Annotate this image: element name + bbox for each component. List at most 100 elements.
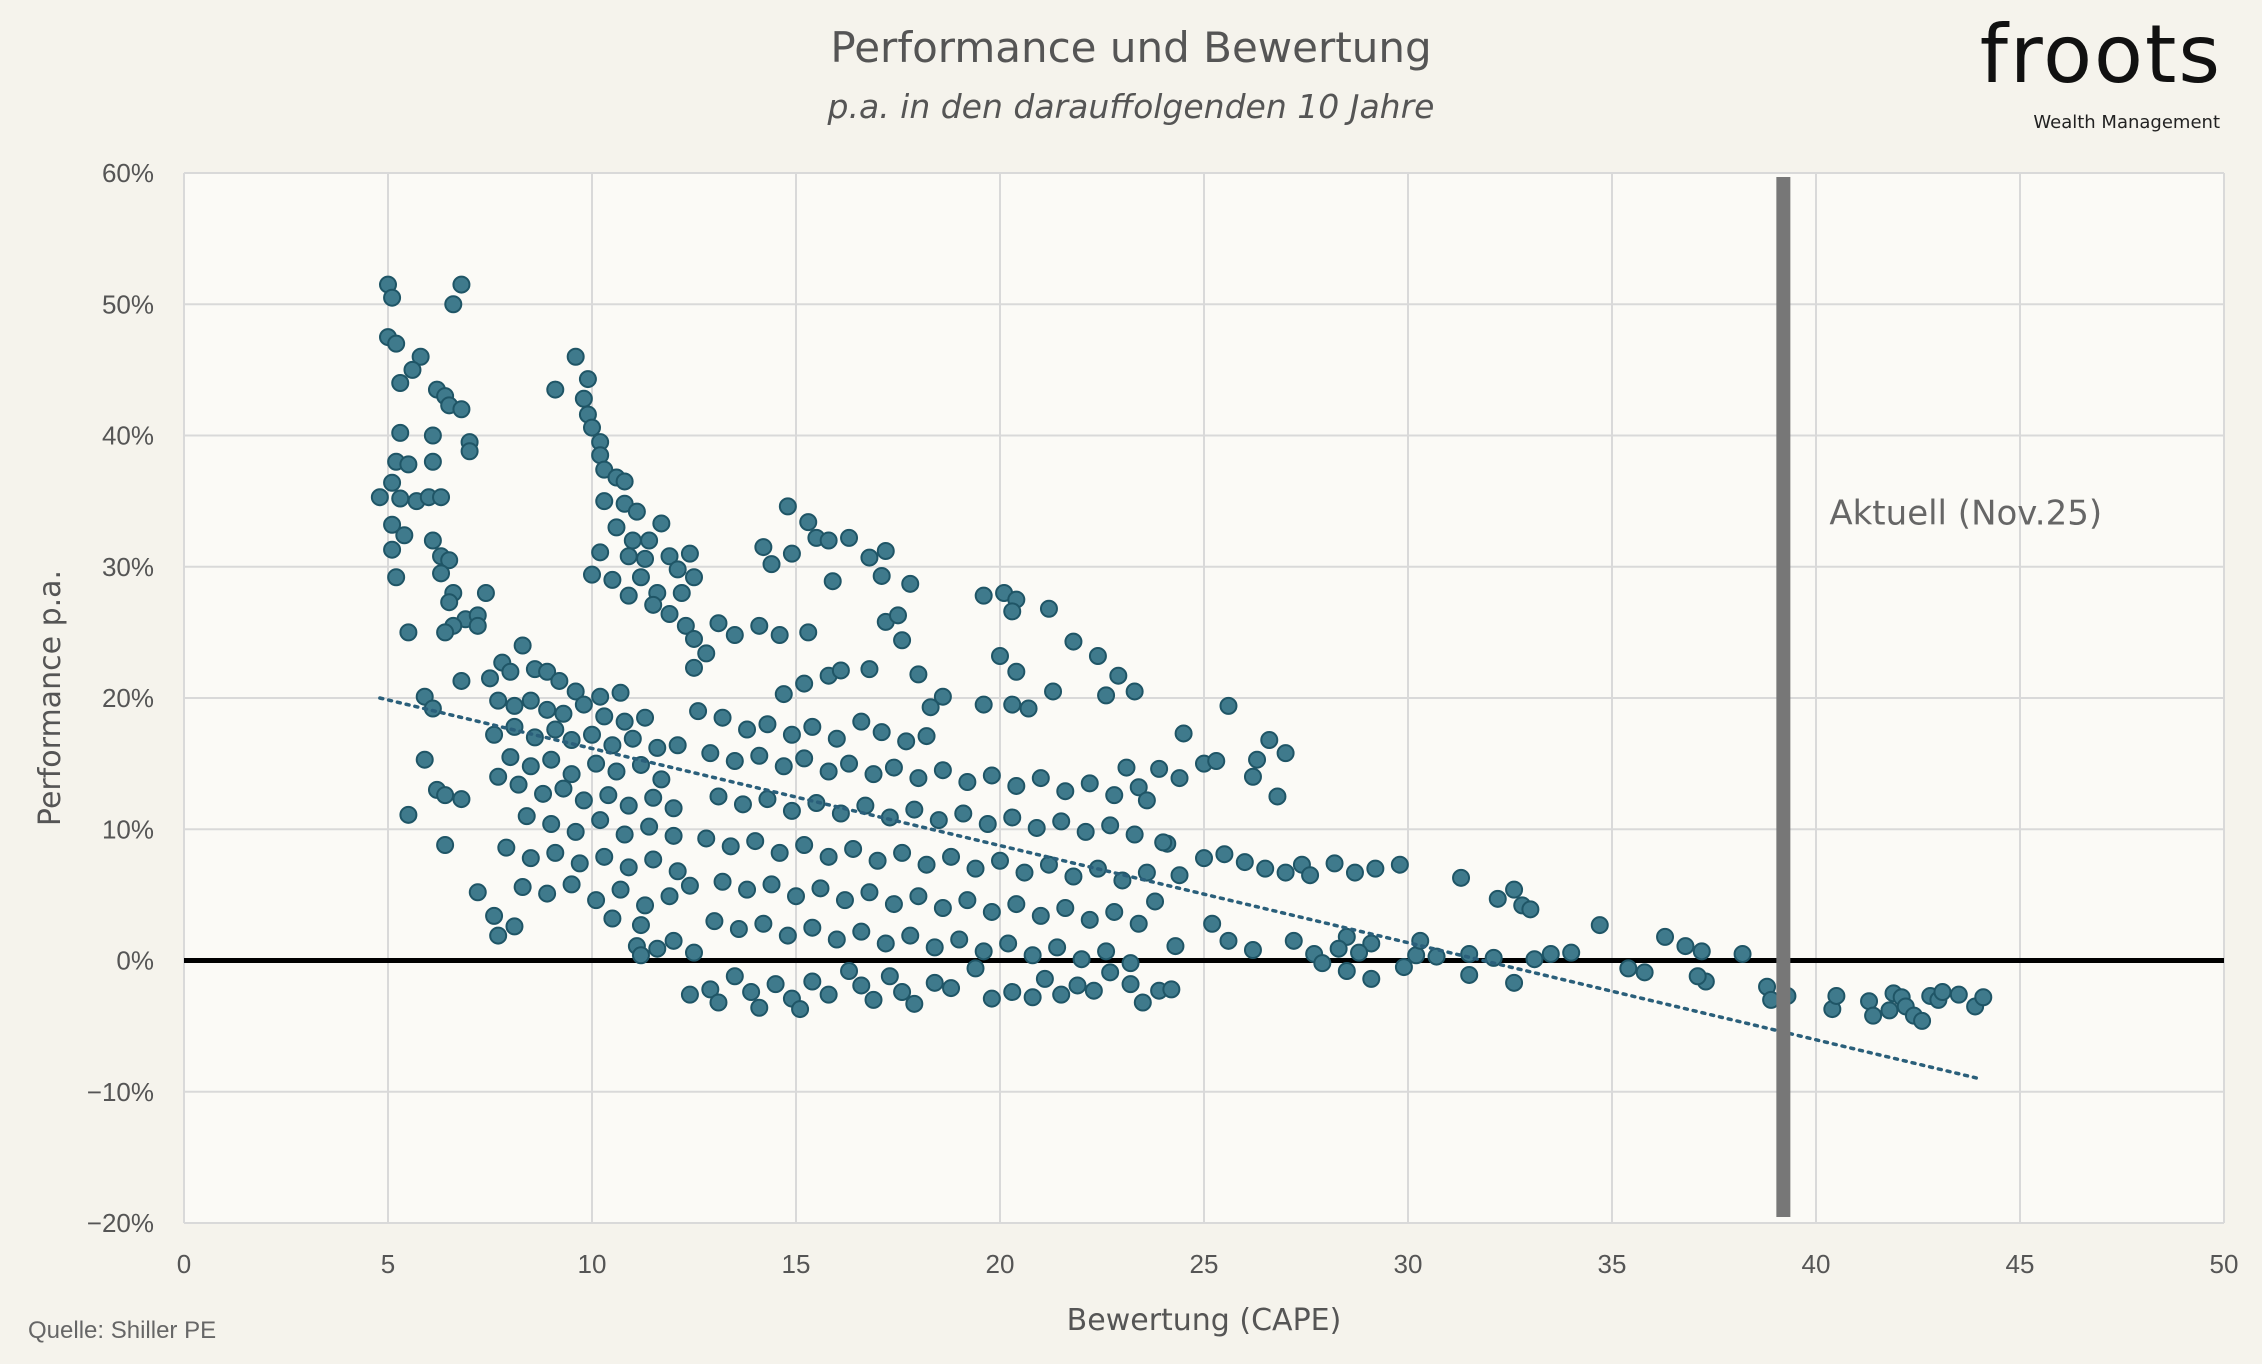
data-point: [778, 926, 797, 945]
data-point: [901, 926, 920, 945]
data-point: [1007, 662, 1026, 681]
data-point: [583, 418, 601, 437]
data-point: [1350, 943, 1369, 962]
data-point: [1488, 889, 1507, 908]
data-point: [982, 902, 1001, 921]
data-point: [501, 662, 520, 681]
data-point: [982, 989, 1001, 1008]
data-point: [1219, 696, 1238, 715]
y-axis-label: Performance p.a.: [33, 570, 68, 826]
data-point: [1590, 916, 1609, 935]
data-point: [884, 895, 903, 914]
chart-title: Performance und Bewertung: [830, 23, 1431, 72]
data-point: [746, 832, 765, 851]
data-point: [766, 975, 785, 994]
data-point: [1256, 859, 1275, 878]
data-point: [803, 717, 822, 736]
data-point: [1521, 900, 1540, 919]
data-point: [603, 909, 622, 928]
data-point: [750, 746, 769, 765]
data-point: [403, 360, 422, 379]
data-point: [546, 843, 565, 862]
data-point: [709, 614, 728, 633]
data-point: [436, 786, 455, 805]
data-point: [1048, 938, 1067, 957]
data-point: [566, 347, 585, 366]
data-point: [1195, 849, 1213, 868]
data-point: [636, 549, 655, 568]
data-point: [591, 811, 610, 830]
data-point: [423, 452, 442, 471]
data-point: [542, 815, 561, 833]
data-point: [787, 887, 805, 906]
data-point: [660, 605, 679, 623]
data-point: [1056, 899, 1075, 917]
data-point: [1260, 731, 1279, 749]
data-point: [489, 926, 508, 945]
data-point: [1068, 976, 1087, 995]
data-point: [546, 720, 565, 739]
data-point: [664, 826, 683, 845]
data-point: [795, 749, 814, 768]
data-point: [1949, 985, 1968, 1004]
data-point: [1023, 946, 1042, 965]
data-point: [644, 788, 663, 807]
data-point: [1207, 752, 1226, 770]
x-axis-ticks: 0 5 10 15 20 25 30 35 40 45 50: [177, 1249, 2239, 1279]
source-note: Quelle: Shiller PE: [28, 1317, 216, 1344]
y-tick-label: 40%: [102, 421, 154, 451]
data-point: [893, 843, 912, 862]
data-point: [864, 765, 883, 784]
data-point: [1015, 863, 1034, 882]
data-point: [1313, 954, 1332, 973]
data-point: [619, 796, 638, 815]
data-point: [395, 526, 414, 545]
data-point: [1064, 632, 1083, 651]
data-point: [856, 796, 875, 815]
data-point: [603, 570, 622, 589]
data-point: [840, 754, 859, 773]
data-point: [1056, 782, 1075, 801]
data-point: [574, 791, 593, 810]
data-point: [909, 665, 928, 684]
data-point: [754, 538, 773, 557]
data-point: [583, 565, 601, 584]
data-point: [387, 334, 406, 353]
data-point: [917, 855, 936, 874]
data-point: [1023, 988, 1042, 1007]
data-point: [685, 658, 703, 677]
data-point: [905, 994, 924, 1013]
data-point: [513, 636, 532, 655]
data-point: [383, 515, 402, 534]
data-point: [1366, 859, 1385, 878]
data-point: [1146, 892, 1165, 911]
x-tick-label: 40: [1802, 1249, 1831, 1279]
x-tick-label: 0: [177, 1249, 191, 1279]
data-point: [1329, 939, 1348, 958]
data-point: [640, 817, 659, 836]
data-point: [574, 389, 593, 408]
data-point: [697, 829, 716, 848]
data-point: [387, 568, 406, 587]
data-point: [1129, 778, 1148, 797]
data-point: [452, 790, 471, 809]
data-point: [1121, 975, 1140, 994]
data-point: [517, 807, 536, 826]
data-point: [1097, 942, 1116, 961]
froots-logo: froots Wealth Management: [1980, 8, 2220, 133]
data-point: [982, 766, 1001, 785]
data-point: [782, 544, 801, 563]
data-point: [452, 400, 471, 419]
data-point: [880, 967, 899, 986]
x-axis-label: Bewertung (CAPE): [1067, 1303, 1342, 1338]
data-point: [1003, 808, 1022, 827]
data-point: [729, 920, 748, 938]
data-point: [827, 729, 846, 748]
data-point: [587, 754, 606, 773]
data-point: [1505, 880, 1524, 899]
data-point: [738, 880, 757, 899]
data-point: [1080, 774, 1099, 793]
data-point: [440, 593, 459, 612]
data-point: [1525, 950, 1544, 969]
data-point: [933, 899, 952, 917]
